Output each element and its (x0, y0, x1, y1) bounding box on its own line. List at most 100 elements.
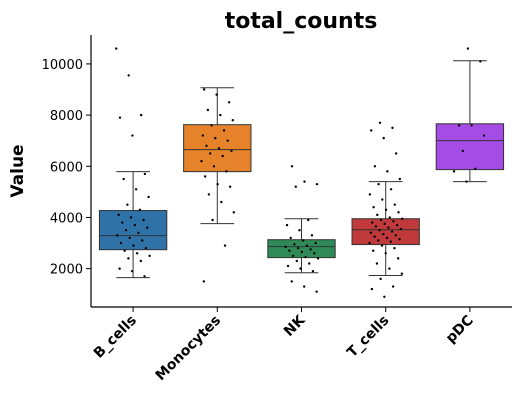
data-point (139, 113, 143, 117)
data-point (216, 182, 219, 186)
data-point (395, 223, 399, 227)
data-point (368, 193, 372, 196)
data-point (118, 116, 122, 119)
data-point (388, 267, 391, 270)
data-point (316, 257, 320, 260)
data-point (397, 211, 400, 214)
data-point (219, 113, 222, 117)
data-point (289, 236, 292, 240)
data-point (126, 203, 129, 206)
data-point (379, 277, 382, 281)
box (351, 218, 420, 246)
data-point (379, 218, 383, 222)
data-point (201, 134, 205, 137)
data-point (215, 93, 218, 96)
x-tick-label: T_cells (344, 313, 392, 361)
data-point (209, 152, 212, 155)
chart-title: total_counts (225, 9, 378, 34)
data-point (372, 206, 375, 209)
data-point (452, 170, 456, 173)
box (98, 210, 168, 251)
data-point (392, 220, 395, 223)
data-point (370, 129, 373, 132)
data-point (393, 246, 396, 250)
data-point (144, 246, 148, 250)
data-point (479, 60, 482, 63)
data-point (200, 159, 203, 163)
data-point (371, 221, 374, 224)
data-point (466, 47, 470, 50)
data-point (393, 203, 396, 206)
data-point (377, 182, 380, 186)
data-point (142, 218, 145, 222)
data-point (380, 244, 384, 247)
data-point (132, 244, 135, 247)
data-point (382, 136, 385, 140)
data-point (304, 255, 307, 259)
data-point (382, 232, 385, 236)
data-point (222, 129, 226, 132)
data-point (308, 262, 311, 265)
data-point (124, 229, 128, 232)
data-point (299, 267, 302, 270)
data-point (123, 249, 126, 252)
y-tick-label: 8000 (50, 109, 83, 124)
x-tick-label: pDC (443, 313, 477, 347)
data-point (372, 249, 375, 252)
data-point (296, 246, 300, 250)
data-point (307, 218, 310, 222)
data-point (119, 241, 123, 245)
x-tick-label: Monocytes (153, 313, 224, 384)
data-point (305, 244, 309, 247)
data-point (217, 147, 221, 150)
data-point (301, 239, 305, 242)
data-point (207, 193, 211, 196)
data-point (374, 225, 378, 228)
box (435, 123, 505, 171)
data-point (134, 188, 138, 191)
data-point (139, 259, 143, 263)
data-point (295, 259, 298, 263)
data-point (284, 245, 287, 249)
data-point (309, 248, 312, 251)
data-point (399, 227, 403, 231)
data-point (401, 217, 404, 220)
data-point (394, 234, 398, 237)
data-point (470, 124, 473, 127)
data-point (131, 134, 134, 137)
data-point (211, 218, 214, 222)
data-point (381, 198, 384, 201)
data-point (143, 172, 147, 176)
data-point (228, 185, 232, 188)
data-point (118, 267, 121, 270)
data-point (127, 257, 130, 260)
data-point (378, 229, 381, 232)
data-point (121, 221, 124, 224)
data-point (391, 285, 395, 288)
data-point (315, 290, 318, 293)
data-point (390, 230, 394, 233)
data-point (313, 252, 316, 255)
data-point (210, 124, 213, 127)
data-point (220, 200, 223, 204)
data-point (133, 223, 136, 227)
data-point (221, 154, 224, 158)
data-point (465, 180, 468, 183)
data-point (386, 170, 389, 173)
data-point (373, 165, 377, 168)
data-point (140, 239, 144, 242)
data-point (290, 165, 294, 168)
data-point (226, 139, 229, 142)
data-point (311, 269, 315, 273)
data-point (384, 208, 388, 211)
data-point (290, 280, 293, 283)
data-point (227, 101, 231, 104)
data-point (310, 234, 314, 237)
data-point (303, 180, 306, 183)
data-point (373, 235, 376, 238)
data-point (457, 124, 461, 127)
y-tick-label: 2000 (50, 263, 83, 278)
data-point (377, 239, 380, 242)
data-point (223, 244, 227, 247)
data-point (286, 264, 290, 268)
